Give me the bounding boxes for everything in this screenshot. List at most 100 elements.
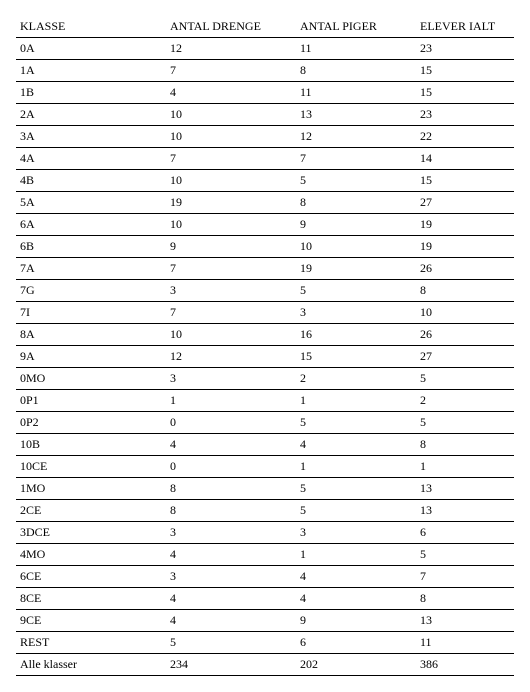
table-cell: 8A bbox=[16, 324, 166, 346]
table-cell: 386 bbox=[416, 654, 514, 676]
table-cell: 7G bbox=[16, 280, 166, 302]
table-cell: 7 bbox=[166, 258, 296, 280]
table-cell: 19 bbox=[416, 236, 514, 258]
table-cell: 5 bbox=[296, 478, 416, 500]
table-row: 4MO415 bbox=[16, 544, 514, 566]
table-row: 8CE448 bbox=[16, 588, 514, 610]
table-cell: 8 bbox=[166, 500, 296, 522]
table-cell: 6 bbox=[416, 522, 514, 544]
table-row: 1B41115 bbox=[16, 82, 514, 104]
table-cell: 4 bbox=[166, 588, 296, 610]
table-row: 6A10919 bbox=[16, 214, 514, 236]
table-cell: 12 bbox=[296, 126, 416, 148]
table-cell: Alle klasser bbox=[16, 654, 166, 676]
table-cell: 4 bbox=[296, 434, 416, 456]
table-cell: 8 bbox=[416, 588, 514, 610]
table-cell: 0A bbox=[16, 38, 166, 60]
table-cell: 7I bbox=[16, 302, 166, 324]
table-cell: 10 bbox=[166, 170, 296, 192]
table-cell: 0MO bbox=[16, 368, 166, 390]
table-cell: 8 bbox=[166, 478, 296, 500]
table-cell: 4 bbox=[166, 434, 296, 456]
table-cell: 1 bbox=[296, 390, 416, 412]
table-row: 7I7310 bbox=[16, 302, 514, 324]
table-cell: 4 bbox=[166, 610, 296, 632]
table-row: 0P2055 bbox=[16, 412, 514, 434]
table-row: 4B10515 bbox=[16, 170, 514, 192]
table-cell: 6A bbox=[16, 214, 166, 236]
table-cell: 26 bbox=[416, 258, 514, 280]
table-cell: 4 bbox=[296, 588, 416, 610]
table-row: 2A101323 bbox=[16, 104, 514, 126]
table-cell: 15 bbox=[416, 60, 514, 82]
table-row: 1MO8513 bbox=[16, 478, 514, 500]
table-body: 0A1211231A78151B411152A1013233A1012224A7… bbox=[16, 38, 514, 676]
table-row: 2CE8513 bbox=[16, 500, 514, 522]
table-cell: 5 bbox=[296, 412, 416, 434]
table-cell: 10 bbox=[296, 236, 416, 258]
table-cell: 15 bbox=[416, 82, 514, 104]
table-cell: 8 bbox=[416, 280, 514, 302]
table-cell: 19 bbox=[166, 192, 296, 214]
table-cell: 16 bbox=[296, 324, 416, 346]
table-cell: 14 bbox=[416, 148, 514, 170]
class-table: KLASSE ANTAL DRENGE ANTAL PIGER ELEVER I… bbox=[16, 16, 514, 676]
col-header-piger: ANTAL PIGER bbox=[296, 16, 416, 38]
table-cell: 9 bbox=[296, 214, 416, 236]
table-cell: 4A bbox=[16, 148, 166, 170]
table-cell: 4 bbox=[166, 82, 296, 104]
table-row: 4A7714 bbox=[16, 148, 514, 170]
table-cell: 7 bbox=[166, 148, 296, 170]
table-cell: 10 bbox=[166, 214, 296, 236]
table-cell: 0 bbox=[166, 456, 296, 478]
table-cell: 10CE bbox=[16, 456, 166, 478]
table-row: Alle klasser234202386 bbox=[16, 654, 514, 676]
table-cell: REST bbox=[16, 632, 166, 654]
table-cell: 4 bbox=[166, 544, 296, 566]
table-cell: 5 bbox=[296, 170, 416, 192]
table-cell: 15 bbox=[296, 346, 416, 368]
table-cell: 22 bbox=[416, 126, 514, 148]
table-cell: 5 bbox=[416, 368, 514, 390]
table-cell: 8 bbox=[296, 60, 416, 82]
table-cell: 3A bbox=[16, 126, 166, 148]
col-header-drenge: ANTAL DRENGE bbox=[166, 16, 296, 38]
table-cell: 13 bbox=[296, 104, 416, 126]
table-cell: 15 bbox=[416, 170, 514, 192]
table-cell: 7 bbox=[166, 60, 296, 82]
table-row: 0A121123 bbox=[16, 38, 514, 60]
table-cell: 9A bbox=[16, 346, 166, 368]
table-cell: 11 bbox=[296, 82, 416, 104]
table-cell: 7 bbox=[416, 566, 514, 588]
table-cell: 2A bbox=[16, 104, 166, 126]
table-cell: 1B bbox=[16, 82, 166, 104]
table-cell: 7 bbox=[296, 148, 416, 170]
table-cell: 1 bbox=[296, 456, 416, 478]
table-cell: 0 bbox=[166, 412, 296, 434]
table-cell: 13 bbox=[416, 500, 514, 522]
table-cell: 9CE bbox=[16, 610, 166, 632]
table-cell: 12 bbox=[166, 38, 296, 60]
table-cell: 4MO bbox=[16, 544, 166, 566]
table-cell: 2 bbox=[296, 368, 416, 390]
table-cell: 10 bbox=[166, 104, 296, 126]
table-row: 0MO325 bbox=[16, 368, 514, 390]
table-row: 10B448 bbox=[16, 434, 514, 456]
table-cell: 12 bbox=[166, 346, 296, 368]
table-cell: 5 bbox=[416, 544, 514, 566]
table-cell: 5 bbox=[296, 280, 416, 302]
table-cell: 27 bbox=[416, 346, 514, 368]
table-cell: 26 bbox=[416, 324, 514, 346]
table-row: 3A101222 bbox=[16, 126, 514, 148]
table-cell: 1 bbox=[296, 544, 416, 566]
table-row: 7G358 bbox=[16, 280, 514, 302]
table-row: 6B91019 bbox=[16, 236, 514, 258]
table-cell: 11 bbox=[416, 632, 514, 654]
table-cell: 23 bbox=[416, 38, 514, 60]
table-cell: 0P2 bbox=[16, 412, 166, 434]
table-cell: 6 bbox=[296, 632, 416, 654]
table-cell: 9 bbox=[296, 610, 416, 632]
table-cell: 1 bbox=[416, 456, 514, 478]
table-header-row: KLASSE ANTAL DRENGE ANTAL PIGER ELEVER I… bbox=[16, 16, 514, 38]
table-cell: 10 bbox=[166, 324, 296, 346]
